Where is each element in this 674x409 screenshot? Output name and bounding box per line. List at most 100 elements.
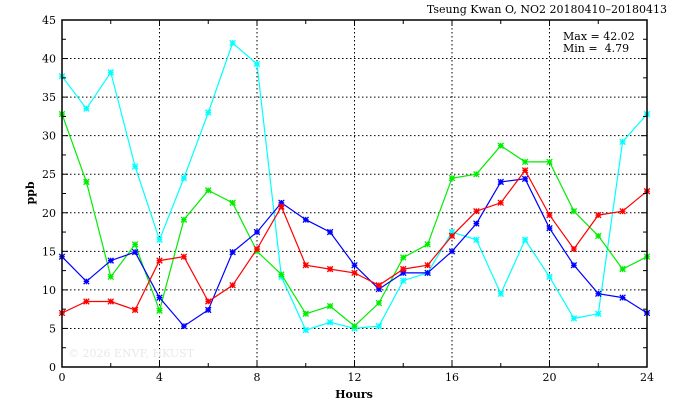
data-point [302, 261, 310, 269]
data-point [156, 257, 163, 264]
data-point [375, 285, 383, 293]
data-point [570, 315, 578, 322]
data-point [619, 294, 626, 301]
max-label: Max = 42.02 [563, 30, 635, 43]
series-line-red [61, 169, 648, 314]
data-point [424, 269, 431, 277]
data-point [570, 261, 578, 269]
data-point [156, 307, 163, 314]
series-line-cyan [61, 41, 648, 331]
data-point [521, 175, 529, 183]
y-tick-label: 35 [42, 91, 56, 104]
data-point [326, 228, 334, 236]
x-tick-label: 16 [445, 371, 459, 384]
x-tick-label: 12 [348, 371, 362, 384]
x-tick-label: 20 [543, 371, 557, 384]
data-point [521, 167, 529, 174]
data-point [473, 170, 480, 178]
data-point [83, 105, 90, 112]
data-point [302, 216, 310, 223]
data-point [497, 178, 505, 186]
data-point [399, 277, 407, 284]
series-blue [58, 175, 651, 330]
data-point [229, 282, 236, 289]
data-point [546, 211, 553, 219]
data-point [375, 322, 383, 330]
data-point [278, 199, 285, 207]
data-point [594, 290, 602, 298]
data-point [156, 236, 163, 244]
data-point [399, 254, 407, 261]
y-tick-label: 30 [42, 130, 56, 143]
data-point [107, 298, 115, 305]
data-point [253, 228, 261, 236]
data-point [521, 158, 529, 166]
data-point [594, 310, 602, 318]
data-point [326, 265, 334, 273]
data-point [229, 39, 236, 47]
data-point [448, 232, 456, 240]
data-point [83, 178, 90, 186]
data-point [180, 216, 188, 223]
watermark: © 2026 ENVF, HKUST [68, 347, 195, 360]
data-point [326, 319, 334, 326]
data-point [473, 236, 480, 244]
data-point [448, 228, 456, 236]
grid [62, 20, 647, 367]
data-point [594, 232, 602, 240]
data-point [619, 207, 626, 215]
x-tick-label: 8 [254, 371, 261, 384]
data-point [278, 203, 285, 210]
y-tick-label: 5 [49, 322, 56, 335]
data-point [131, 163, 139, 170]
data-point [204, 187, 212, 194]
axis-ticks: 0 5 10 15 20 25 30 35 40 45 0 4 8 12 16 20 24 [42, 14, 654, 384]
chart-title: Tseung Kwan O, NO2 20180410–20180413 [427, 3, 667, 16]
data-point [107, 273, 115, 281]
y-tick-label: 45 [42, 14, 56, 27]
data-point [546, 273, 553, 281]
data-point [107, 257, 115, 264]
data-point [424, 261, 431, 269]
data-point [180, 253, 188, 260]
y-tick-label: 25 [42, 168, 56, 181]
data-point [375, 282, 383, 289]
data-point [351, 261, 358, 269]
data-point [326, 302, 334, 310]
data-point [156, 294, 163, 301]
data-point [375, 299, 383, 307]
x-tick-label: 0 [59, 371, 66, 384]
data-point [546, 224, 553, 232]
data-point [497, 142, 505, 149]
series-red [58, 167, 651, 317]
data-point [619, 265, 626, 273]
data-point [399, 265, 407, 273]
data-point [497, 199, 505, 207]
data-point [594, 211, 602, 219]
data-point [278, 271, 285, 278]
y-axis-label: ppb [24, 181, 37, 204]
min-label: Min = 4.79 [563, 42, 629, 55]
data-point [131, 248, 139, 256]
x-tick-label: 24 [640, 371, 654, 384]
data-point [229, 248, 236, 256]
data-point [229, 199, 236, 207]
data-point [570, 245, 578, 253]
data-point [204, 306, 212, 314]
x-axis-label: Hours [335, 388, 373, 401]
y-tick-label: 20 [42, 207, 56, 220]
x-tick-label: 4 [156, 371, 163, 384]
data-point [253, 245, 261, 253]
data-point [253, 60, 261, 68]
data-point [546, 158, 553, 166]
y-tick-label: 15 [42, 245, 56, 258]
data-point [83, 298, 90, 305]
y-tick-label: 10 [42, 284, 56, 297]
data-point [521, 236, 529, 244]
y-tick-label: 0 [49, 361, 56, 374]
data-point [473, 207, 480, 215]
data-point [448, 174, 456, 182]
data-point [180, 322, 188, 330]
data-point [204, 298, 212, 305]
